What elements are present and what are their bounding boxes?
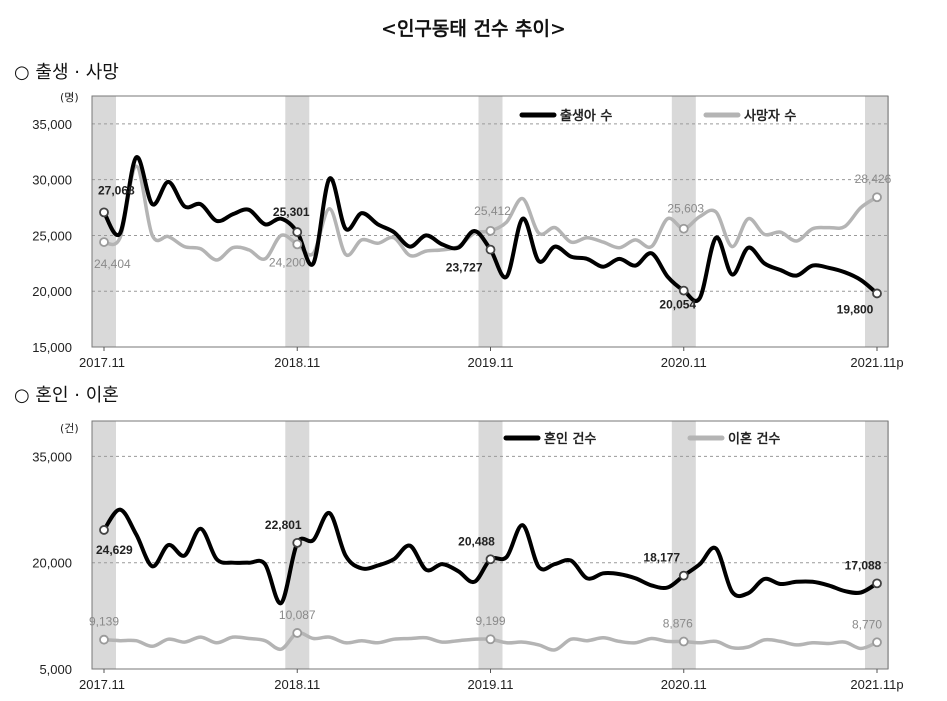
data-point-marker (292, 239, 303, 250)
x-tick-label: 2018.11 (274, 355, 320, 370)
data-label: 22,801 (265, 518, 302, 532)
data-point-marker (678, 223, 689, 234)
highlight-band-2 (478, 96, 503, 347)
data-label: 25,603 (667, 202, 704, 216)
data-label: 23,727 (446, 261, 483, 275)
data-label: 8,770 (852, 617, 882, 631)
y-tick-label: 20,000 (32, 556, 72, 571)
chart-1: 15,000 20,000 25,000 30,000 35,000 2017.11 201… (32, 91, 903, 370)
data-label: 9,139 (89, 615, 119, 629)
legend-label: 사망자 수 (744, 108, 796, 124)
x-tick-label: 2018.11 (274, 677, 320, 692)
data-label: 24,629 (96, 543, 133, 557)
data-label: 10,087 (279, 608, 316, 622)
page-title: <인구동태 건수 추이> (381, 18, 566, 40)
highlight-band-4 (865, 96, 889, 347)
data-label: 27,068 (98, 183, 135, 197)
x-tick-label: 2017.11 (79, 677, 125, 692)
data-point-marker (872, 578, 882, 589)
data-point-marker (872, 637, 882, 648)
legend-label: 출생아 수 (560, 108, 612, 124)
data-label: 17,088 (845, 558, 882, 572)
legend-label: 혼인 건수 (544, 431, 596, 447)
data-point-marker (292, 537, 303, 548)
data-point-marker (292, 227, 303, 237)
data-point-marker (485, 225, 496, 236)
data-point-marker (872, 288, 882, 299)
data-point-marker (678, 636, 689, 647)
section-label-marriage-divorce: ○ 혼인 · 이혼 (14, 385, 119, 406)
data-label: 18,177 (643, 551, 680, 565)
data-point-marker (99, 525, 109, 535)
data-point-marker (99, 207, 109, 218)
y-tick-label: 5,000 (39, 662, 72, 677)
y-tick-label: 20,000 (32, 284, 72, 299)
y-tick-label: 35,000 (32, 449, 72, 464)
y-tick-label: 35,000 (32, 117, 72, 132)
data-point-marker (292, 628, 303, 638)
legend-label: 이혼 건수 (728, 431, 780, 447)
data-point-marker (485, 244, 496, 255)
highlight-band-0 (92, 96, 116, 347)
data-point-marker (872, 192, 882, 203)
data-label: 8,876 (663, 617, 693, 631)
data-point-marker (485, 634, 496, 645)
x-tick-label: 2021.11p (850, 355, 903, 370)
data-point-marker (99, 634, 109, 645)
data-label: 25,412 (474, 204, 511, 218)
data-label: 19,800 (837, 302, 874, 316)
y-tick-label: 25,000 (32, 228, 72, 243)
data-label: 28,426 (855, 172, 892, 186)
y-tick-label: 30,000 (32, 173, 72, 188)
section-label-birth-death: ○ 출생 · 사망 (14, 62, 119, 83)
data-point-marker (485, 554, 496, 565)
highlight-band-3 (671, 421, 696, 669)
data-point-marker (678, 570, 689, 581)
chart-2: 5,000 20,000 35,000 2017.11 2018.11 2019.11 20… (32, 420, 904, 692)
data-label: 20,054 (659, 298, 696, 312)
data-label: 9,199 (475, 614, 505, 628)
data-point-marker (678, 285, 689, 296)
x-tick-label: 2020.11 (661, 677, 707, 692)
highlight-band-0 (92, 421, 116, 669)
unit-label: (건) (60, 422, 79, 435)
highlight-band-4 (865, 421, 889, 669)
y-tick-label: 15,000 (32, 340, 72, 355)
x-tick-label: 2021.11p (850, 677, 903, 692)
data-label: 25,301 (273, 205, 310, 219)
x-tick-label: 2019.11 (467, 677, 513, 692)
unit-label: (명) (60, 91, 79, 104)
data-label: 20,488 (458, 534, 495, 548)
x-tick-label: 2019.11 (467, 355, 513, 370)
x-tick-label: 2017.11 (79, 355, 125, 370)
x-tick-label: 2020.11 (661, 355, 707, 370)
data-point-marker (99, 237, 109, 247)
data-label: 24,404 (94, 257, 131, 271)
data-label: 24,200 (269, 255, 306, 269)
highlight-band-2 (478, 421, 503, 669)
